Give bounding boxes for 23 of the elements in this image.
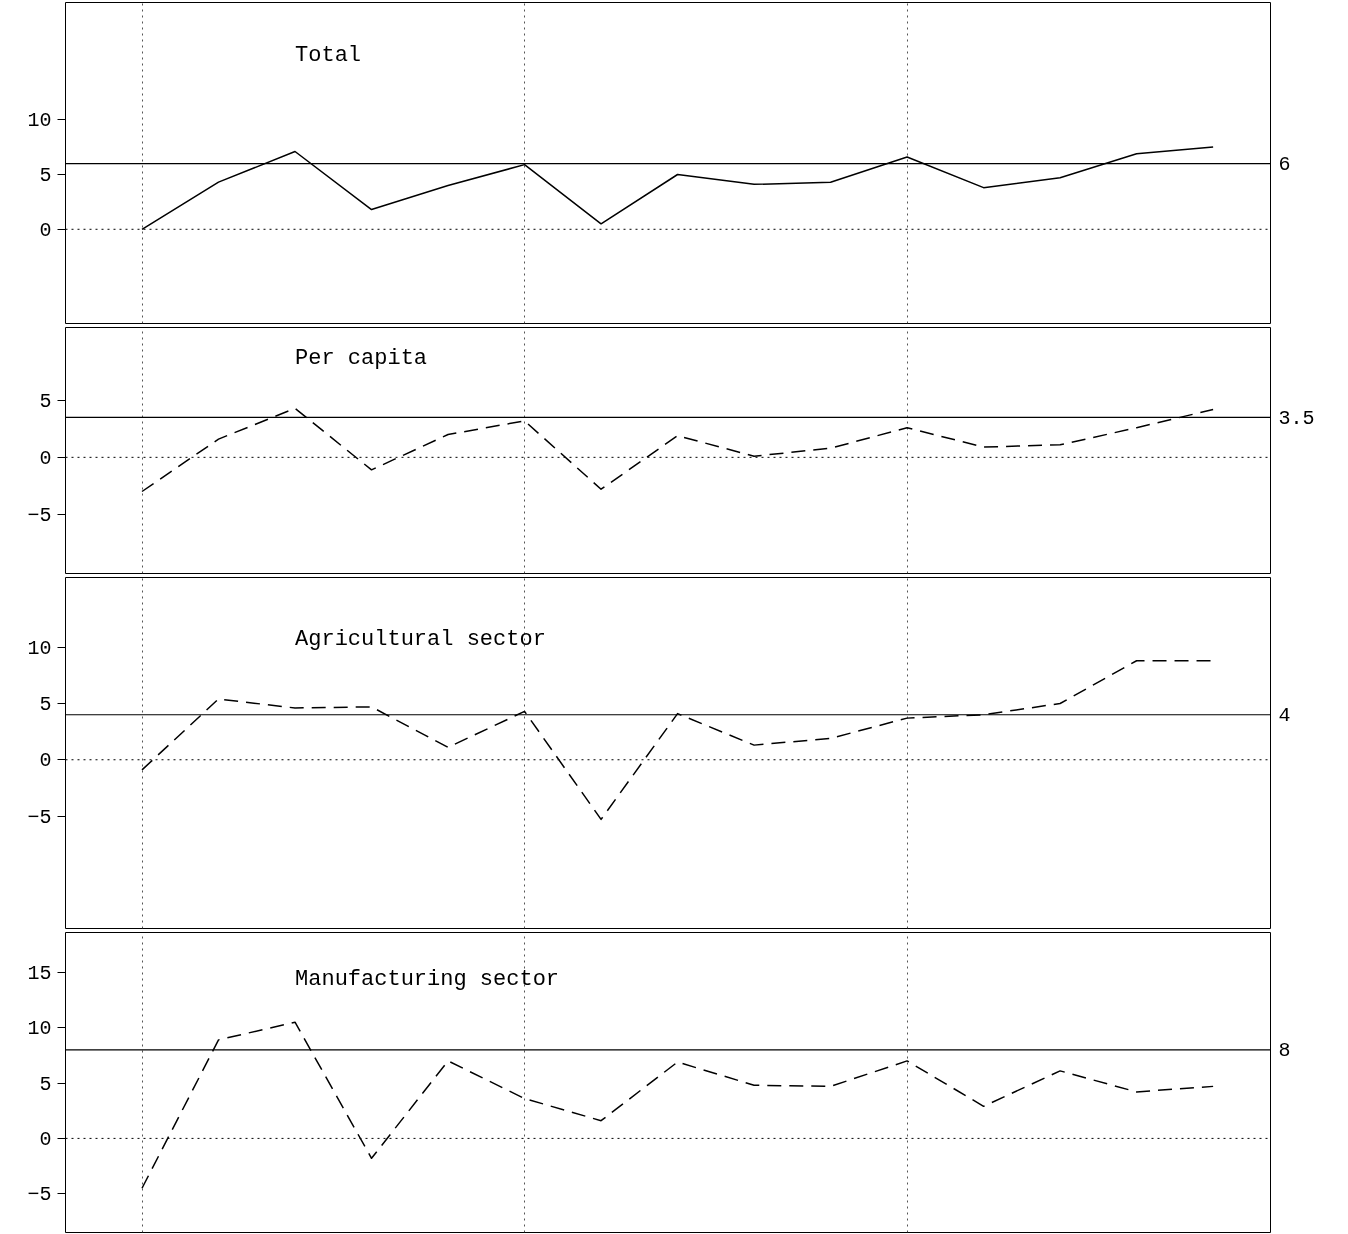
ref-line-label: 8 bbox=[1278, 1039, 1291, 1063]
y-tick-label: 5 bbox=[39, 389, 52, 413]
ref-line-label: 3.5 bbox=[1278, 406, 1315, 430]
y-tick-label: 5 bbox=[39, 164, 52, 187]
y-tick-label: 5 bbox=[39, 1072, 52, 1096]
y-tick-label: 0 bbox=[39, 446, 52, 470]
y-tick-label: −5 bbox=[27, 1183, 52, 1207]
y-tick-label: 0 bbox=[39, 1127, 52, 1151]
text: Per capita bbox=[295, 345, 428, 371]
y-tick-label: 0 bbox=[39, 749, 52, 773]
text: Manufacturing sector bbox=[295, 966, 560, 992]
y-tick-label: 15 bbox=[27, 961, 52, 985]
text: Agricultural sector bbox=[295, 627, 546, 652]
ref-line-label: 6 bbox=[1278, 153, 1291, 177]
y-tick-label: −5 bbox=[27, 805, 52, 829]
y-tick-label: 0 bbox=[39, 218, 52, 242]
ref-line-label: 4 bbox=[1278, 704, 1291, 728]
y-tick-label: 5 bbox=[39, 693, 52, 716]
y-tick-label: 10 bbox=[27, 109, 52, 133]
text: Total bbox=[295, 43, 362, 68]
y-tick-label: 10 bbox=[27, 636, 52, 660]
y-tick-label: 10 bbox=[27, 1017, 52, 1041]
y-tick-label: −5 bbox=[27, 503, 52, 527]
